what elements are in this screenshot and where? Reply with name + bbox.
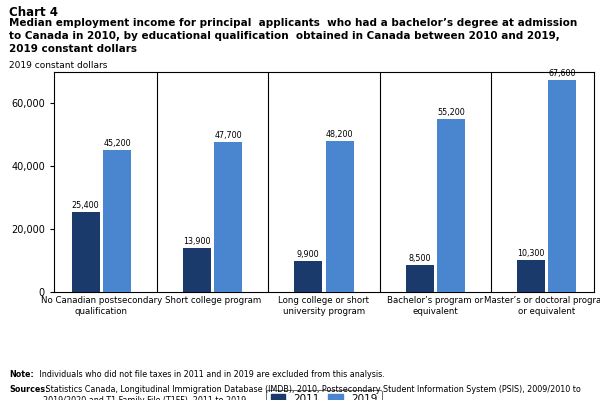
Text: Statistics Canada, Longitudinal Immigration Database (IMDB), 2010, Postsecondary: Statistics Canada, Longitudinal Immigrat… bbox=[43, 385, 581, 400]
Text: 48,200: 48,200 bbox=[326, 130, 353, 139]
Text: Median employment income for principal  applicants  who had a bachelor’s degree : Median employment income for principal a… bbox=[9, 18, 577, 28]
Text: 13,900: 13,900 bbox=[183, 238, 211, 246]
Bar bbox=[103, 150, 131, 292]
Bar bbox=[437, 118, 465, 292]
Text: 9,900: 9,900 bbox=[297, 250, 320, 259]
Bar bbox=[326, 140, 354, 292]
Bar bbox=[71, 212, 100, 292]
Bar bbox=[214, 142, 242, 292]
Text: 47,700: 47,700 bbox=[215, 131, 242, 140]
Text: Note:: Note: bbox=[9, 370, 34, 379]
Text: 67,600: 67,600 bbox=[548, 69, 576, 78]
Text: 2019 constant dollars: 2019 constant dollars bbox=[9, 44, 137, 54]
Text: 2019 constant dollars: 2019 constant dollars bbox=[9, 61, 107, 70]
Bar bbox=[517, 260, 545, 292]
Text: 45,200: 45,200 bbox=[103, 139, 131, 148]
Text: 8,500: 8,500 bbox=[409, 254, 431, 264]
Bar bbox=[406, 265, 434, 292]
Bar bbox=[548, 80, 577, 292]
Text: Chart 4: Chart 4 bbox=[9, 6, 58, 19]
Bar bbox=[183, 248, 211, 292]
Text: 55,200: 55,200 bbox=[437, 108, 465, 117]
Text: to Canada in 2010, by educational qualification  obtained in Canada between 2010: to Canada in 2010, by educational qualif… bbox=[9, 31, 560, 41]
Bar bbox=[294, 261, 322, 292]
Text: Sources:: Sources: bbox=[9, 385, 49, 394]
Legend: 2011, 2019: 2011, 2019 bbox=[266, 390, 382, 400]
Text: 10,300: 10,300 bbox=[517, 249, 545, 258]
Text: Individuals who did not file taxes in 2011 and in 2019 are excluded from this an: Individuals who did not file taxes in 20… bbox=[37, 370, 385, 379]
Text: 25,400: 25,400 bbox=[72, 201, 100, 210]
